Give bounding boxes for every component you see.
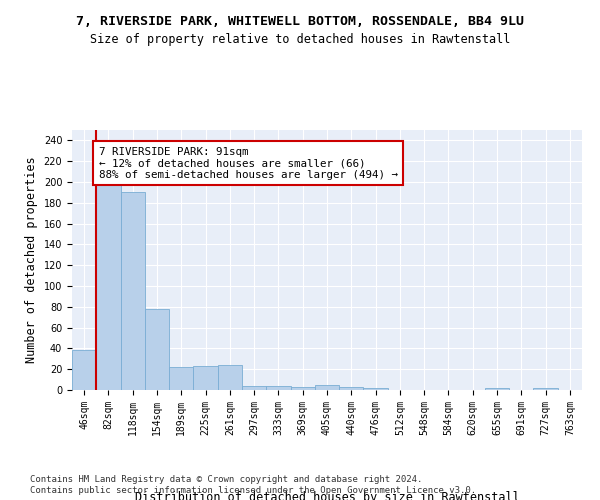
Bar	[121, 192, 145, 390]
Bar	[96, 185, 121, 390]
Bar	[339, 387, 364, 390]
Text: Contains HM Land Registry data © Crown copyright and database right 2024.: Contains HM Land Registry data © Crown c…	[30, 475, 422, 484]
Bar	[193, 366, 218, 390]
Bar	[266, 386, 290, 390]
Bar	[533, 388, 558, 390]
Bar	[218, 365, 242, 390]
Bar	[169, 367, 193, 390]
Bar	[242, 386, 266, 390]
Bar	[145, 309, 169, 390]
Y-axis label: Number of detached properties: Number of detached properties	[25, 156, 38, 364]
Bar	[364, 388, 388, 390]
X-axis label: Distribution of detached houses by size in Rawtenstall: Distribution of detached houses by size …	[134, 490, 520, 500]
Bar	[72, 350, 96, 390]
Bar	[315, 385, 339, 390]
Text: 7 RIVERSIDE PARK: 91sqm
← 12% of detached houses are smaller (66)
88% of semi-de: 7 RIVERSIDE PARK: 91sqm ← 12% of detache…	[99, 146, 398, 180]
Text: Contains public sector information licensed under the Open Government Licence v3: Contains public sector information licen…	[30, 486, 476, 495]
Bar	[485, 388, 509, 390]
Text: Size of property relative to detached houses in Rawtenstall: Size of property relative to detached ho…	[90, 32, 510, 46]
Text: 7, RIVERSIDE PARK, WHITEWELL BOTTOM, ROSSENDALE, BB4 9LU: 7, RIVERSIDE PARK, WHITEWELL BOTTOM, ROS…	[76, 15, 524, 28]
Bar	[290, 387, 315, 390]
